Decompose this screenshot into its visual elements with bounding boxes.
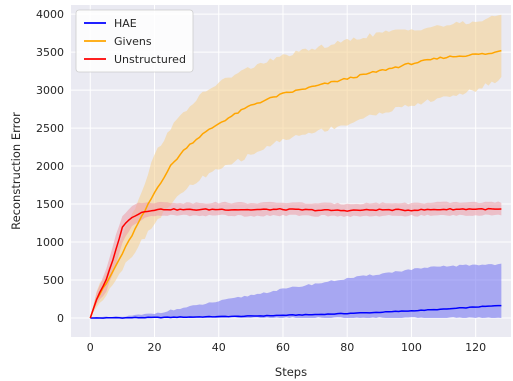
y-tick-label: 3000 xyxy=(36,84,64,97)
legend: HAE Givens Unstructured xyxy=(75,9,194,73)
x-tick-label: 60 xyxy=(276,341,290,354)
line-unstructured xyxy=(89,207,502,319)
band-hae xyxy=(90,263,502,319)
legend-label-givens: Givens xyxy=(114,35,152,48)
y-tick-labels: 0 500 1000 1500 2000 2500 3000 3500 4000 xyxy=(36,8,64,325)
x-tick-label: 20 xyxy=(148,341,162,354)
y-tick-label: 2000 xyxy=(36,160,64,173)
x-tick-label: 80 xyxy=(340,341,354,354)
legend-box xyxy=(75,9,194,73)
x-tick-label: 120 xyxy=(465,341,486,354)
legend-label-hae: HAE xyxy=(114,17,137,30)
x-axis-label: Steps xyxy=(275,365,307,379)
x-tick-label: 100 xyxy=(401,341,422,354)
y-tick-label: 500 xyxy=(43,274,64,287)
y-tick-label: 0 xyxy=(57,312,64,325)
y-axis-label: Reconstruction Error xyxy=(9,112,23,230)
line-givens xyxy=(89,49,502,319)
legend-label-unstructured: Unstructured xyxy=(114,53,186,66)
x-tick-labels: 0 20 40 60 80 100 120 xyxy=(87,341,486,354)
confidence-bands xyxy=(90,14,502,319)
series-lines xyxy=(89,49,502,319)
band-givens xyxy=(90,14,502,319)
y-tick-label: 1000 xyxy=(36,236,64,249)
y-tick-label: 1500 xyxy=(36,198,64,211)
y-tick-label: 3500 xyxy=(36,46,64,59)
y-tick-label: 4000 xyxy=(36,8,64,21)
x-tick-label: 40 xyxy=(212,341,226,354)
line-hae xyxy=(90,304,502,319)
x-tick-label: 0 xyxy=(87,341,94,354)
band-unstructured xyxy=(90,201,502,319)
y-tick-label: 2500 xyxy=(36,122,64,135)
